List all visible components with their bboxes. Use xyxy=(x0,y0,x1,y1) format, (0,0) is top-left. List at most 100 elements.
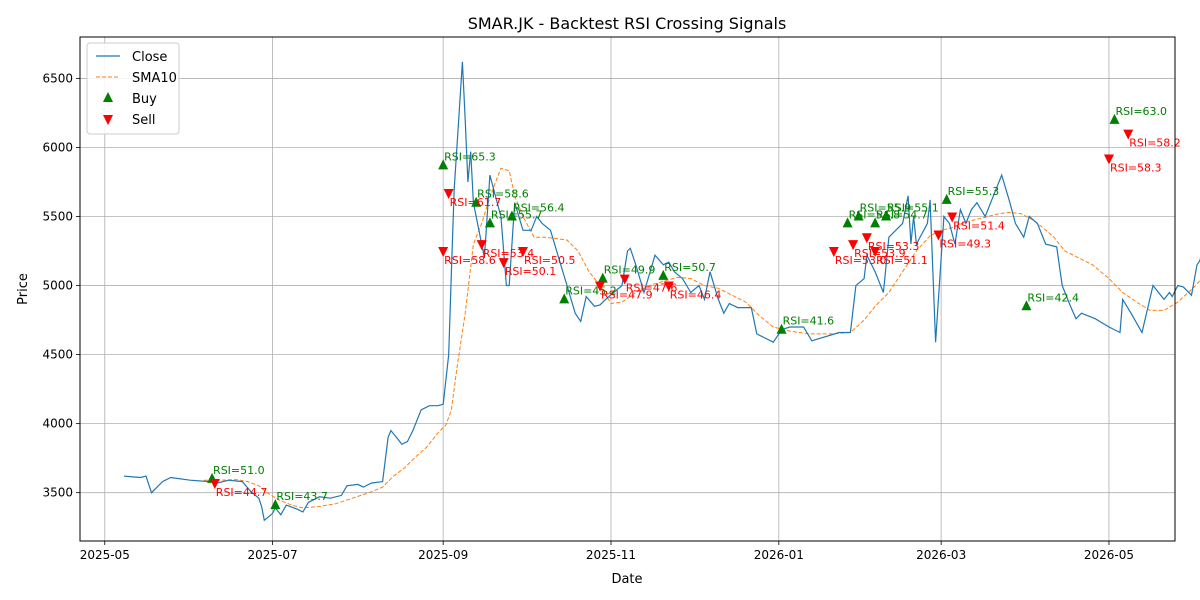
y-tick-label: 4000 xyxy=(42,417,73,431)
sell-marker xyxy=(828,247,839,258)
buy-rsi-label: RSI=55.7 xyxy=(491,208,543,221)
legend-sell-swatch xyxy=(103,115,113,125)
sell-marker xyxy=(619,274,630,285)
grid-lines xyxy=(80,37,1175,541)
chart-title: SMAR.JK - Backtest RSI Crossing Signals xyxy=(468,14,787,33)
y-tick-label: 5000 xyxy=(42,279,73,293)
buy-rsi-label: RSI=65.3 xyxy=(444,150,496,163)
sell-rsi-label: RSI=49.3 xyxy=(939,237,991,250)
buy-rsi-label: RSI=56.4 xyxy=(513,202,565,215)
sell-marker xyxy=(933,230,944,241)
y-tick-label: 3500 xyxy=(42,486,73,500)
sell-marker xyxy=(848,240,859,251)
x-axis-ticks: 2025-05 2025-07 2025-09 2025-11 2026-01 2026-… xyxy=(80,541,1134,562)
buy-rsi-label: RSI=42.4 xyxy=(1027,291,1079,304)
sell-rsi-label: RSI=53.3 xyxy=(868,240,920,253)
buy-marker xyxy=(658,269,669,280)
y-axis-label: Price xyxy=(16,273,31,305)
sell-rsi-label: RSI=53.0 xyxy=(835,254,887,267)
sell-rsi-label: RSI=58.6 xyxy=(444,254,496,267)
x-tick-label: 2026-01 xyxy=(754,548,804,562)
legend-buy-swatch xyxy=(103,92,113,102)
close-series xyxy=(123,61,1200,522)
buy-rsi-label: RSI=49.9 xyxy=(604,264,656,277)
x-tick-label: 2025-11 xyxy=(586,548,636,562)
buy-marker xyxy=(597,272,608,283)
buy-marker xyxy=(776,323,787,334)
buy-rsi-label: RSI=43.7 xyxy=(276,490,328,503)
sell-rsi-label: RSI=53.9 xyxy=(854,247,906,260)
legend: Close SMA10 Buy Sell xyxy=(86,42,180,135)
buy-marker xyxy=(438,159,449,170)
legend-close-label: Close xyxy=(132,50,167,65)
sell-marker xyxy=(870,247,881,258)
y-axis-ticks: 3500 4000 4500 5000 5500 6000 6500 xyxy=(42,71,80,500)
x-tick-label: 2025-09 xyxy=(418,548,468,562)
sell-marker xyxy=(209,479,220,490)
sell-rsi-label: RSI=58.3 xyxy=(1110,162,1162,175)
buy-marker xyxy=(853,210,864,221)
sell-marker xyxy=(517,247,528,258)
buy-rsi-label: RSI=50.7 xyxy=(664,261,716,274)
y-tick-label: 4500 xyxy=(42,348,73,362)
buy-rsi-label: RSI=55.9 xyxy=(860,202,912,215)
close-line xyxy=(123,61,1200,522)
y-tick-label: 5500 xyxy=(42,210,73,224)
sell-marker xyxy=(498,258,509,269)
sell-rsi-label: RSI=50.5 xyxy=(524,254,576,267)
x-axis-label: Date xyxy=(611,572,642,587)
buy-marker xyxy=(842,217,853,228)
buy-marker xyxy=(506,210,517,221)
legend-buy-label: Buy xyxy=(132,92,157,107)
buy-marker xyxy=(484,217,495,228)
sell-marker xyxy=(443,189,454,200)
legend-box xyxy=(86,42,180,135)
y-tick-label: 6000 xyxy=(42,140,73,154)
buy-marker xyxy=(870,217,881,228)
sell-marker xyxy=(594,281,605,292)
buy-rsi-label: RSI=58.6 xyxy=(477,188,529,201)
buy-marker xyxy=(270,499,281,510)
buy-marker xyxy=(881,210,892,221)
buy-rsi-label: RSI=55.1 xyxy=(887,202,939,215)
sell-marker xyxy=(476,240,487,251)
sell-rsi-label: RSI=58.2 xyxy=(1129,137,1181,150)
sell-marker xyxy=(663,281,674,292)
buy-marker xyxy=(1021,300,1032,311)
sell-marker xyxy=(861,233,872,244)
sell-marker xyxy=(947,212,958,223)
buy-marker xyxy=(471,196,482,207)
buy-marker xyxy=(559,293,570,304)
buy-rsi-label: RSI=63.0 xyxy=(1115,105,1167,118)
sma10-line xyxy=(203,167,1200,509)
x-tick-label: 2025-07 xyxy=(248,548,298,562)
sell-rsi-label: RSI=50.1 xyxy=(505,265,557,278)
buy-rsi-label: RSI=51.0 xyxy=(213,464,265,477)
sell-rsi-label: RSI=61.7 xyxy=(450,196,502,209)
sma10-series xyxy=(203,167,1200,509)
buy-marker xyxy=(941,193,952,204)
legend-sell-label: Sell xyxy=(132,113,155,128)
buy-rsi-label: RSI=41.6 xyxy=(783,315,835,328)
buy-rsi-label: RSI=45.2 xyxy=(565,284,617,297)
y-tick-label: 6500 xyxy=(42,71,73,85)
sell-rsi-label: RSI=44.7 xyxy=(216,486,268,499)
buy-marker xyxy=(1109,113,1120,124)
sell-rsi-label: RSI=47.9 xyxy=(601,289,653,302)
sell-rsi-label: RSI=47.6 xyxy=(626,282,678,295)
sell-rsi-label: RSI=51.1 xyxy=(876,254,928,267)
plot-frame xyxy=(79,36,1176,542)
sell-marker xyxy=(1123,129,1134,140)
sell-rsi-label: RSI=46.4 xyxy=(670,289,722,302)
sell-rsi-label: RSI=51.4 xyxy=(953,220,1005,233)
x-tick-label: 2025-05 xyxy=(80,548,130,562)
x-tick-label: 2026-03 xyxy=(916,548,966,562)
x-tick-label: 2026-05 xyxy=(1084,548,1134,562)
sell-marker xyxy=(438,247,449,258)
signal-markers: RSI=51.0 RSI=43.7 RSI=65.3 RSI=58.6 RSI=55.7… xyxy=(207,105,1181,510)
sell-marker xyxy=(1103,154,1114,165)
legend-sma10-label: SMA10 xyxy=(132,71,177,86)
buy-rsi-label: RSI=55.3 xyxy=(948,185,1000,198)
